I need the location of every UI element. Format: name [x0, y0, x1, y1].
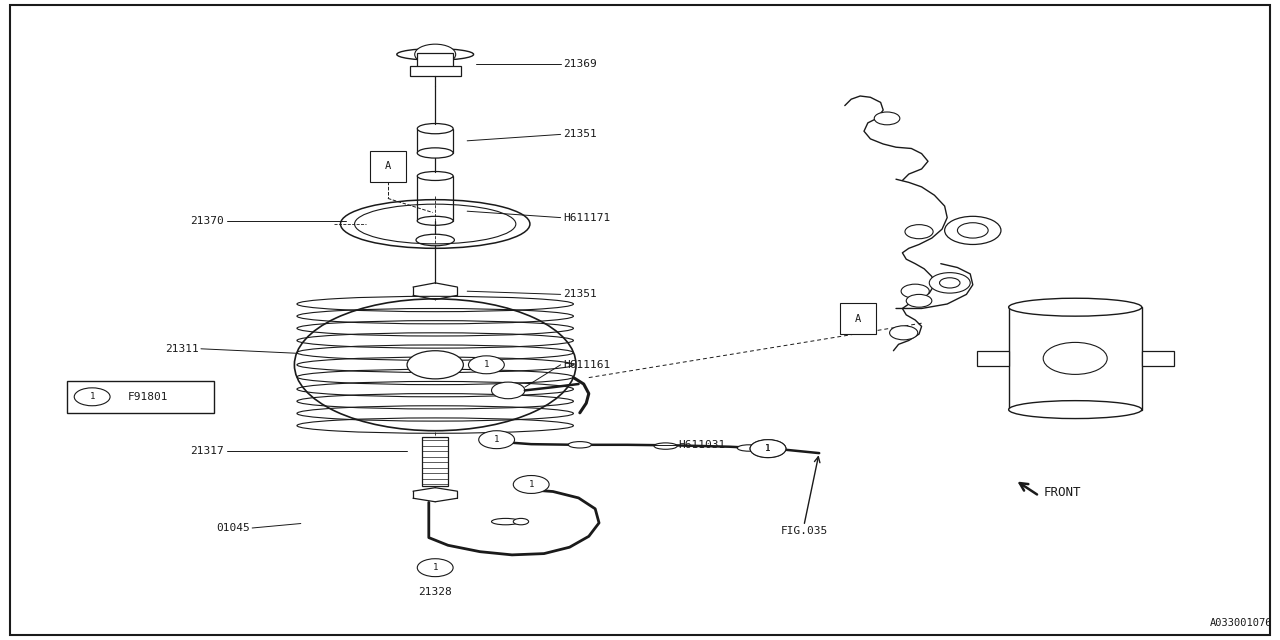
Text: 21351: 21351 — [563, 289, 596, 300]
Bar — [67, 381, 214, 413]
Bar — [417, 53, 453, 67]
Text: 21351: 21351 — [563, 129, 596, 140]
Circle shape — [905, 225, 933, 239]
Text: H611031: H611031 — [678, 440, 726, 450]
Bar — [417, 176, 453, 221]
Bar — [422, 437, 448, 486]
Circle shape — [929, 273, 970, 293]
Text: H611161: H611161 — [563, 360, 611, 370]
Ellipse shape — [1009, 298, 1142, 316]
Circle shape — [415, 44, 456, 65]
Circle shape — [468, 356, 504, 374]
Text: 1: 1 — [765, 444, 771, 453]
Circle shape — [479, 431, 515, 449]
Bar — [410, 66, 461, 76]
Circle shape — [513, 476, 549, 493]
Bar — [1009, 307, 1142, 410]
Bar — [370, 151, 406, 182]
Circle shape — [492, 382, 525, 399]
Circle shape — [750, 440, 786, 458]
Bar — [840, 303, 876, 334]
Circle shape — [750, 440, 786, 458]
Text: H611171: H611171 — [563, 212, 611, 223]
Ellipse shape — [1009, 401, 1142, 419]
Ellipse shape — [654, 443, 677, 449]
Text: A: A — [855, 314, 860, 324]
Ellipse shape — [568, 442, 591, 448]
Ellipse shape — [417, 124, 453, 134]
Text: 1: 1 — [433, 563, 438, 572]
Circle shape — [1043, 342, 1107, 374]
Text: A033001076: A033001076 — [1210, 618, 1272, 628]
Circle shape — [901, 284, 929, 298]
Ellipse shape — [417, 148, 453, 158]
Text: FRONT: FRONT — [1043, 486, 1080, 499]
Text: 1: 1 — [529, 480, 534, 489]
Bar — [977, 351, 1009, 366]
Ellipse shape — [416, 234, 454, 246]
Text: A: A — [385, 161, 390, 172]
Ellipse shape — [737, 445, 760, 451]
Ellipse shape — [513, 518, 529, 525]
Text: 1: 1 — [90, 392, 95, 401]
Text: FIG.035: FIG.035 — [781, 526, 828, 536]
Text: 21369: 21369 — [563, 59, 596, 69]
Circle shape — [945, 216, 1001, 244]
Text: 21317: 21317 — [191, 446, 224, 456]
Text: 1: 1 — [484, 360, 489, 369]
Text: 21328: 21328 — [419, 587, 452, 597]
Text: F91801: F91801 — [128, 392, 169, 402]
Text: 01045: 01045 — [216, 523, 250, 533]
Circle shape — [906, 294, 932, 307]
Circle shape — [940, 278, 960, 288]
Ellipse shape — [397, 49, 474, 60]
Circle shape — [957, 223, 988, 238]
Circle shape — [874, 112, 900, 125]
Ellipse shape — [492, 518, 520, 525]
Text: 21370: 21370 — [191, 216, 224, 226]
Bar — [1142, 351, 1174, 366]
Bar — [417, 129, 453, 153]
Circle shape — [407, 351, 463, 379]
Text: 21311: 21311 — [165, 344, 198, 354]
Circle shape — [74, 388, 110, 406]
Ellipse shape — [417, 172, 453, 180]
Circle shape — [890, 326, 918, 340]
Text: 1: 1 — [494, 435, 499, 444]
Text: 1: 1 — [765, 444, 771, 453]
Ellipse shape — [417, 216, 453, 225]
Circle shape — [417, 559, 453, 577]
